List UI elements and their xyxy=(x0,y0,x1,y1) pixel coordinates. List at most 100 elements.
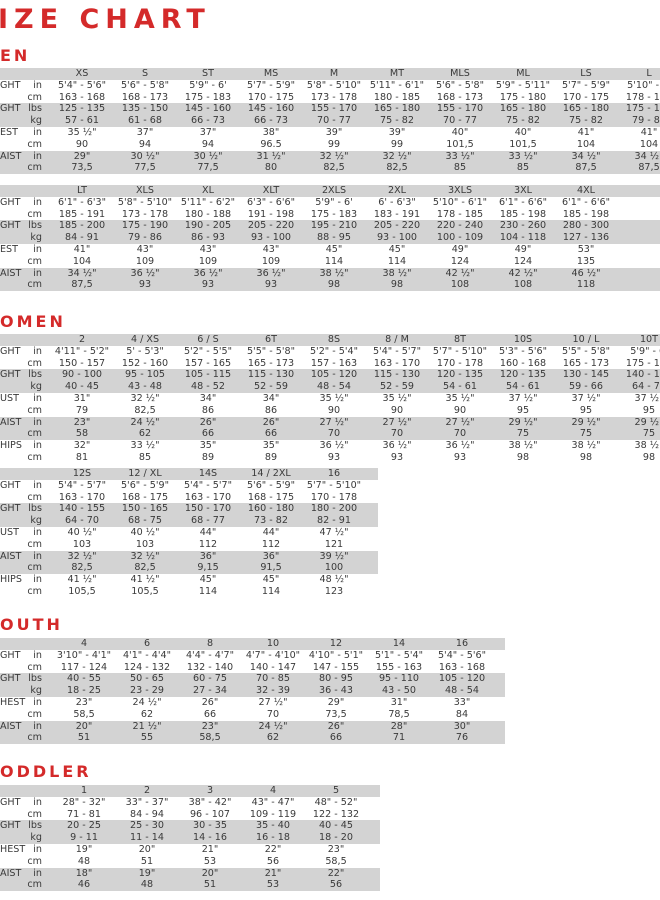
table-cell: 112 xyxy=(261,538,281,550)
table-cell: 96 - 107 xyxy=(189,808,231,820)
table-cell: 5'11" - 6'1" xyxy=(369,79,425,91)
table-cell: 90 xyxy=(327,404,341,416)
section-heading: OUTH xyxy=(0,615,63,634)
table-cell: 109 xyxy=(135,255,155,267)
table-cell: 34" xyxy=(262,392,280,404)
table-cell: 5'9" - 5'11" xyxy=(495,79,551,91)
table-cell: 86 xyxy=(201,404,215,416)
table-cell: 175 - 183 xyxy=(184,91,232,103)
row-unit-label: in xyxy=(33,392,42,404)
row-unit-label: cm xyxy=(27,404,42,416)
table-cell: 20" xyxy=(138,843,156,855)
table-cell: 185 - 191 xyxy=(58,208,106,220)
table-cell: 68 - 77 xyxy=(191,515,225,527)
table-row: GHT in 3'10" - 4'1" 4'1" - 4'4" 4'4" - 4'7" 4… xyxy=(0,650,505,662)
table-cell: 87,5 xyxy=(575,162,597,174)
row-unit-label: cm xyxy=(27,732,42,744)
table-row: HIPS in 41 ½" 41 ½" 45" 45" 48 ½" xyxy=(0,574,378,586)
column-header-size: 6 / S xyxy=(197,334,219,345)
table-row: cm 46 48 51 53 56 xyxy=(0,879,380,892)
column-header-size: 10 xyxy=(266,638,280,649)
row-unit-label: cm xyxy=(27,255,42,267)
table-cell: 53 xyxy=(266,879,280,891)
table-cell: 101,5 xyxy=(509,138,537,150)
table-cell: 5'4" - 5'7" xyxy=(183,479,233,491)
table-cell: 57 - 61 xyxy=(65,115,99,127)
size-table: 4 6 8 10 12 14 16 GHT in 3'10" - 4'1" 4'1" - 4'4" 4… xyxy=(0,638,505,745)
table-row: kg 84 - 91 79 - 86 86 - 93 93 - 100 88 - 95 93… xyxy=(0,232,660,244)
table-cell: 34 ½" xyxy=(67,267,97,279)
table-cell: 82,5 xyxy=(71,562,93,574)
table-row: cm 79 82,5 86 86 90 90 90 95 95 95 xyxy=(0,405,660,417)
table-cell: 82,5 xyxy=(386,162,408,174)
row-unit-label: in xyxy=(33,196,42,208)
row-unit-label: cm xyxy=(27,538,42,550)
row-unit-label: in xyxy=(33,649,42,661)
table-cell: 157 - 165 xyxy=(184,357,232,369)
table-cell: 93 xyxy=(327,451,341,463)
column-header-size: 3XLS xyxy=(447,185,473,196)
table-cell: 19" xyxy=(75,843,93,855)
table-cell: 43" xyxy=(136,243,154,255)
table-cell: 90 xyxy=(75,138,89,150)
table-cell: 95 xyxy=(579,404,593,416)
table-cell: 48 ½" xyxy=(319,574,349,586)
column-header-size: 3XL xyxy=(513,185,533,196)
row-measure-label: EST xyxy=(0,126,19,138)
table-row: HEST in 23" 24 ½" 26" 27 ½" 29" 31" 33" xyxy=(0,697,505,709)
table-row: cm 104 109 109 109 114 114 124 124 135 xyxy=(0,256,660,268)
table-cell: 163 - 170 xyxy=(184,491,232,503)
table-cell: 185 - 198 xyxy=(499,208,547,220)
table-cell: 100 - 109 xyxy=(436,232,484,244)
table-cell: 38" xyxy=(262,126,280,138)
table-row: GHT lbs 125 - 135 135 - 150 145 - 160 145 - 1… xyxy=(0,103,660,116)
table-cell: 31" xyxy=(73,392,91,404)
table-cell: 5'7" - 5'9" xyxy=(561,79,611,91)
size-table: XS S ST MS M MT MLS ML LS L GHT in 5'4" - 5'6" 5'6" -… xyxy=(0,68,660,175)
table-header-row: 12S 12 / XL 14S 14 / 2XL 16 xyxy=(0,468,378,480)
table-cell: 175 - 190 xyxy=(121,220,169,232)
table-cell: 46 xyxy=(77,879,91,891)
table-cell: 26" xyxy=(199,416,217,428)
table-cell: 19" xyxy=(138,867,156,879)
table-row: HIPS in 32" 33 ½" 35" 35" 36 ½" 36 ½" 36 ½" 38 ½"… xyxy=(0,440,660,452)
table-cell: 163 - 170 xyxy=(373,357,421,369)
table-row: AIST in 20" 21 ½" 23" 24 ½" 26" 28" 30" xyxy=(0,720,505,733)
table-cell: 185 - 198 xyxy=(562,208,610,220)
table-cell: 39 ½" xyxy=(319,550,349,562)
table-header-row: LT XLS XL XLT 2XLS 2XL 3XLS 3XL 4XL xyxy=(0,185,660,197)
table-cell: 87,5 xyxy=(638,162,660,174)
row-unit-label: in xyxy=(33,867,42,879)
table-cell: 29 ½" xyxy=(634,416,660,428)
table-cell: 9 - 11 xyxy=(70,832,98,844)
table-cell: 87,5 xyxy=(71,279,93,291)
table-row: AIST in 32 ½" 32 ½" 36" 36" 39 ½" xyxy=(0,550,378,563)
table-row: cm 103 103 112 112 121 xyxy=(0,539,378,551)
table-cell: 89 xyxy=(264,451,278,463)
table-cell: 5'7" - 5'10" xyxy=(432,345,488,357)
table-cell: 5'5" - 5'8" xyxy=(561,345,611,357)
table-cell: 84 - 91 xyxy=(65,232,99,244)
table-cell: 5'9" - 6' xyxy=(630,345,660,357)
column-header-size: 8 xyxy=(206,638,214,649)
table-cell: 33 ½" xyxy=(508,150,538,162)
row-measure-label: GHT xyxy=(0,796,21,808)
table-cell: 93 xyxy=(390,451,404,463)
table-row: cm 58 62 66 66 70 70 70 75 75 75 xyxy=(0,428,660,441)
table-cell: 115 - 130 xyxy=(247,369,295,381)
table-cell: 103 xyxy=(72,538,92,550)
row-measure-label: AIST xyxy=(0,550,22,562)
row-unit-label: kg xyxy=(30,232,42,244)
table-cell: 178 - 183 xyxy=(625,91,660,103)
table-cell: 94 xyxy=(138,138,152,150)
table-cell: 32 ½" xyxy=(319,150,349,162)
table-cell: 54 - 61 xyxy=(506,381,540,393)
table-cell: 5'6" - 5'9" xyxy=(246,479,296,491)
table-row: EST in 35 ½" 37" 37" 38" 39" 39" 40" 40" 41" 41" xyxy=(0,127,660,139)
row-unit-label: lbs xyxy=(28,503,42,515)
table-cell: 168 - 173 xyxy=(436,91,484,103)
table-cell: 140 - 155 xyxy=(58,503,106,515)
table-cell: 100 xyxy=(324,562,344,574)
table-cell: 58,5 xyxy=(73,708,95,720)
table-cell: 163 - 168 xyxy=(438,661,486,673)
